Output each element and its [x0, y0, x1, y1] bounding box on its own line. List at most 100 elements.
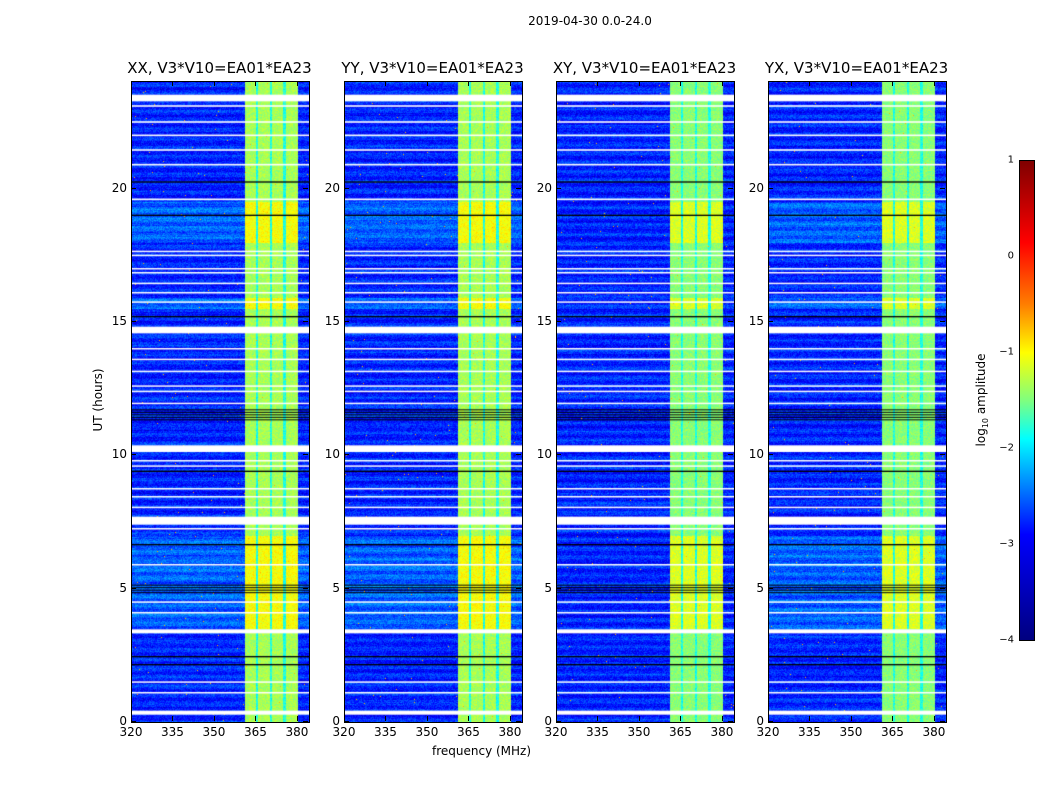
y-tick-label: 20 [324, 180, 340, 195]
y-tick-label: 0 [756, 714, 764, 728]
y-tick-mark [940, 721, 945, 722]
x-tick-mark [344, 81, 345, 86]
y-tick-mark [556, 454, 561, 456]
y-tick-mark [303, 321, 308, 322]
y-tick-mark [556, 721, 561, 722]
x-tick-mark [468, 716, 470, 721]
x-tick-mark [255, 716, 257, 721]
y-tick-mark [516, 721, 521, 722]
y-tick-mark [728, 321, 733, 322]
panel-title: XY, V3*V10=EA01*EA23 [552, 59, 737, 77]
x-tick-label: 350 [627, 725, 651, 739]
x-tick-mark [213, 716, 215, 721]
x-tick-label: 380 [922, 725, 946, 739]
y-tick-mark [131, 187, 136, 189]
y-tick-mark [303, 587, 308, 589]
x-tick-label: 350 [415, 725, 439, 739]
x-tick-mark [509, 716, 511, 721]
y-tick-mark [728, 187, 733, 189]
y-tick-mark [303, 721, 308, 722]
y-tick-mark [344, 187, 349, 189]
y-tick-mark [303, 454, 308, 456]
colorbar-tick-label: −3 [999, 538, 1014, 550]
y-tick-mark [344, 321, 349, 322]
x-tick-mark [933, 81, 935, 86]
x-tick-mark [680, 81, 682, 86]
y-tick-label: 0 [544, 714, 552, 728]
x-tick-label: 365 [244, 725, 267, 739]
y-tick-label: 5 [544, 580, 552, 595]
x-tick-label: 335 [798, 725, 821, 739]
spectrogram-panel [131, 81, 310, 723]
x-tick-label: 320 [332, 725, 356, 739]
x-tick-mark [385, 716, 387, 721]
x-tick-label: 365 [669, 725, 692, 739]
colorbar-tick-label: 0 [1007, 250, 1014, 262]
colorbar-tick-label: −2 [999, 442, 1014, 454]
x-tick-label: 335 [161, 725, 184, 739]
x-tick-label: 335 [586, 725, 609, 739]
y-tick-mark [556, 321, 561, 322]
x-tick-mark [426, 716, 428, 721]
y-tick-label: 0 [119, 714, 127, 728]
y-tick-mark [940, 587, 945, 589]
x-tick-label: 380 [498, 725, 522, 739]
y-tick-label: 20 [111, 180, 127, 195]
y-tick-mark [556, 587, 561, 589]
x-tick-label: 350 [202, 725, 226, 739]
y-tick-mark [728, 721, 733, 722]
x-tick-mark [509, 81, 511, 86]
y-tick-mark [516, 587, 521, 589]
y-tick-label: 5 [756, 580, 764, 595]
y-tick-label: 5 [119, 580, 127, 595]
y-tick-mark [303, 187, 308, 189]
x-tick-label: 365 [881, 725, 904, 739]
y-tick-mark [768, 321, 773, 322]
colorbar-tick-label: −1 [999, 346, 1014, 358]
x-tick-mark [809, 716, 811, 721]
x-tick-mark [721, 716, 723, 721]
y-tick-mark [768, 187, 773, 189]
x-tick-mark [768, 716, 769, 721]
y-tick-mark [940, 187, 945, 189]
panel-title: YX, V3*V10=EA01*EA23 [764, 59, 949, 77]
y-tick-label: 20 [748, 180, 764, 195]
x-tick-mark [172, 716, 174, 721]
y-tick-mark [768, 587, 773, 589]
spectrogram-panel [344, 81, 523, 723]
panel-title: YY, V3*V10=EA01*EA23 [341, 59, 524, 77]
figure-title: 2019-04-30 0.0-24.0 [528, 14, 652, 28]
x-tick-mark [172, 81, 174, 86]
x-tick-mark [721, 81, 723, 86]
x-tick-label: 380 [285, 725, 309, 739]
x-tick-mark [556, 81, 557, 86]
x-tick-mark [385, 81, 387, 86]
x-tick-mark [850, 81, 852, 86]
x-tick-label: 365 [457, 725, 480, 739]
y-tick-label: 20 [536, 180, 552, 195]
x-tick-mark [892, 81, 894, 86]
x-tick-mark [768, 81, 769, 86]
x-tick-mark [597, 81, 599, 86]
x-tick-mark [131, 716, 132, 721]
y-tick-mark [131, 721, 136, 722]
x-tick-mark [556, 716, 557, 721]
x-tick-mark [213, 81, 215, 86]
y-tick-label: 5 [332, 580, 340, 595]
y-tick-mark [344, 721, 349, 722]
colorbar-tick-label: −4 [999, 634, 1014, 646]
x-tick-mark [680, 716, 682, 721]
x-tick-mark [892, 716, 894, 721]
y-tick-mark [728, 454, 733, 456]
y-tick-label: 0 [332, 714, 340, 728]
y-tick-label: 10 [111, 447, 127, 462]
y-tick-mark [516, 454, 521, 456]
x-tick-mark [597, 716, 599, 721]
x-tick-mark [426, 81, 428, 86]
y-tick-label: 15 [748, 314, 764, 328]
y-tick-mark [940, 454, 945, 456]
spectrogram-panel [768, 81, 947, 723]
y-tick-mark [131, 587, 136, 589]
y-tick-label: 15 [536, 314, 552, 328]
colorbar-tick-label: 1 [1007, 154, 1014, 166]
